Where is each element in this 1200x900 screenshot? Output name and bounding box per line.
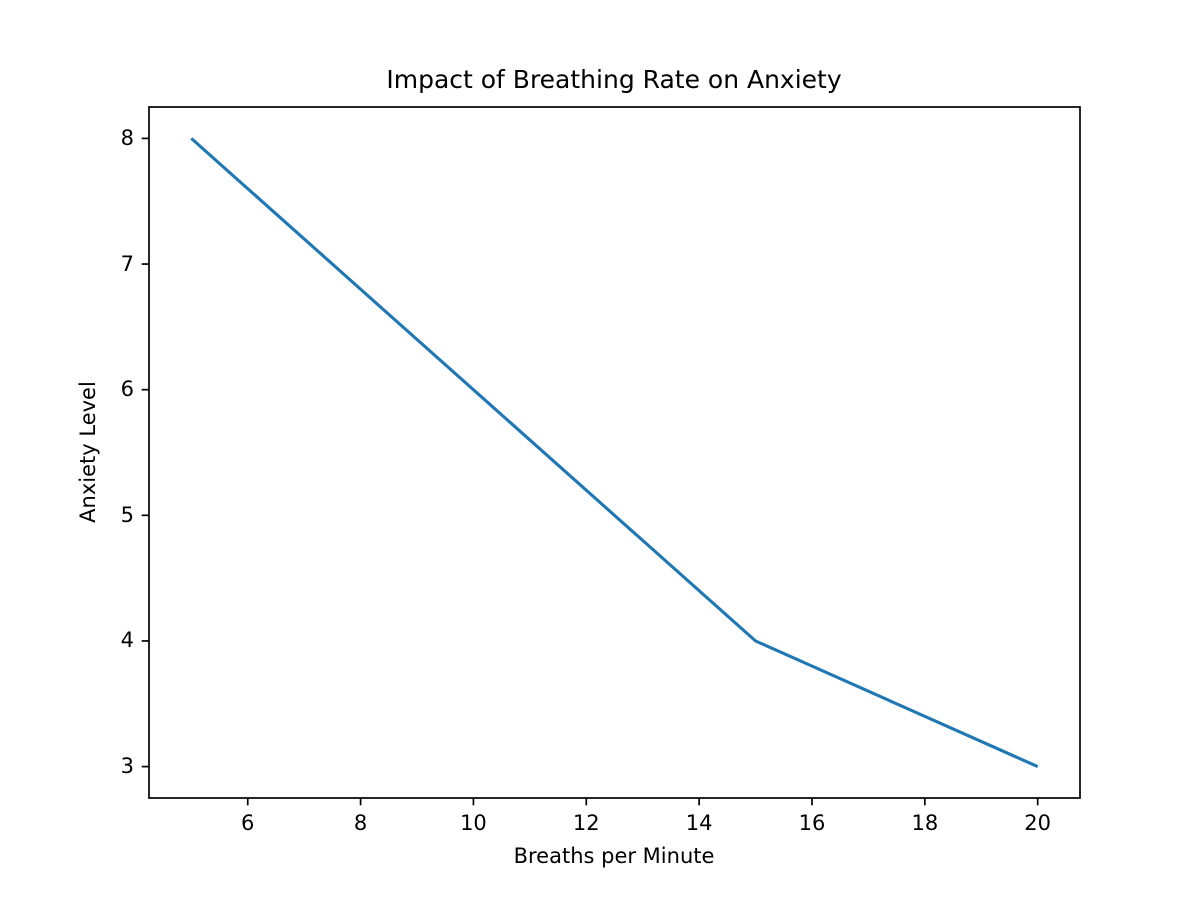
x-axis-label: Breaths per Minute — [513, 844, 715, 868]
chart-title: Impact of Breathing Rate on Anxiety — [386, 65, 842, 94]
x-tick-label: 20 — [1024, 811, 1052, 835]
y-tick-label: 5 — [120, 502, 134, 527]
x-tick-label: 10 — [460, 811, 487, 835]
x-tick-label: 16 — [798, 811, 826, 835]
x-tick-label: 8 — [353, 811, 368, 835]
y-tick-label: 7 — [120, 251, 134, 276]
axis-tick-marks — [141, 137, 1039, 806]
plot-area-border — [148, 106, 1081, 799]
x-tick-label: 12 — [572, 811, 600, 835]
y-tick-label: 4 — [120, 628, 134, 653]
y-tick-label: 3 — [120, 754, 134, 779]
anxiety-line-series — [190, 137, 1039, 769]
x-tick-label: 18 — [911, 811, 939, 835]
x-tick-label: 6 — [241, 811, 255, 835]
x-tick-label: 14 — [685, 811, 713, 835]
y-tick-label: 8 — [120, 125, 134, 150]
y-axis-label: Anxiety Level — [76, 381, 100, 523]
y-tick-label: 6 — [120, 377, 134, 402]
